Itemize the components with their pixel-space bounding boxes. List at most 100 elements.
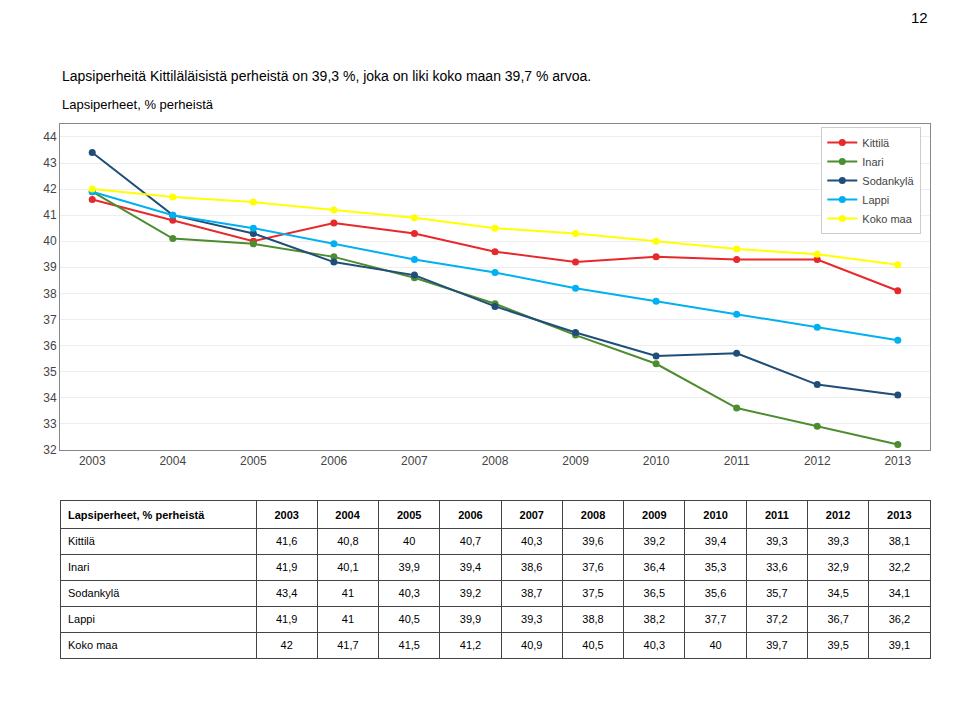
svg-text:Koko maa: Koko maa	[68, 639, 118, 651]
svg-text:38,2: 38,2	[644, 613, 665, 625]
svg-text:Inari: Inari	[862, 156, 883, 168]
svg-text:Inari: Inari	[68, 561, 89, 573]
svg-text:43: 43	[43, 156, 57, 170]
svg-text:Sodankylä: Sodankylä	[68, 587, 120, 599]
svg-text:2003: 2003	[79, 454, 106, 468]
svg-text:40,5: 40,5	[582, 639, 603, 651]
svg-text:38: 38	[43, 287, 57, 301]
svg-text:41,6: 41,6	[276, 535, 297, 547]
svg-text:37: 37	[43, 313, 57, 327]
svg-text:39,3: 39,3	[766, 535, 787, 547]
svg-text:35,7: 35,7	[766, 587, 787, 599]
svg-text:39: 39	[43, 260, 57, 274]
svg-text:2007: 2007	[520, 509, 544, 521]
svg-text:39,4: 39,4	[705, 535, 726, 547]
svg-text:40,8: 40,8	[337, 535, 358, 547]
svg-text:38,6: 38,6	[521, 561, 542, 573]
svg-text:2010: 2010	[703, 509, 727, 521]
svg-text:40,5: 40,5	[399, 613, 420, 625]
svg-text:2012: 2012	[826, 509, 850, 521]
svg-text:36,5: 36,5	[644, 587, 665, 599]
svg-text:32: 32	[43, 443, 57, 457]
svg-text:42: 42	[43, 182, 57, 196]
svg-text:34: 34	[43, 391, 57, 405]
svg-text:41: 41	[43, 208, 57, 222]
svg-text:2011: 2011	[724, 454, 750, 468]
svg-text:32,9: 32,9	[827, 561, 848, 573]
svg-text:37,2: 37,2	[766, 613, 787, 625]
svg-text:2011: 2011	[765, 509, 789, 521]
svg-text:40,3: 40,3	[521, 535, 542, 547]
svg-text:36,2: 36,2	[889, 613, 910, 625]
svg-text:2013: 2013	[887, 509, 911, 521]
svg-text:35,6: 35,6	[705, 587, 726, 599]
svg-text:37,6: 37,6	[582, 561, 603, 573]
svg-text:2009: 2009	[642, 509, 666, 521]
svg-text:39,4: 39,4	[460, 561, 481, 573]
svg-text:39,9: 39,9	[399, 561, 420, 573]
svg-text:Lappi: Lappi	[862, 194, 889, 206]
svg-text:2006: 2006	[458, 509, 482, 521]
svg-text:2012: 2012	[804, 454, 831, 468]
svg-text:39,7: 39,7	[766, 639, 787, 651]
svg-text:2006: 2006	[321, 454, 348, 468]
svg-text:39,3: 39,3	[521, 613, 542, 625]
svg-text:44: 44	[43, 130, 57, 144]
svg-text:38,7: 38,7	[521, 587, 542, 599]
svg-text:2003: 2003	[274, 509, 298, 521]
svg-text:12: 12	[911, 9, 928, 26]
svg-text:37,5: 37,5	[582, 587, 603, 599]
svg-text:39,3: 39,3	[827, 535, 848, 547]
svg-text:41: 41	[342, 613, 354, 625]
svg-text:34,5: 34,5	[827, 587, 848, 599]
svg-text:40: 40	[43, 234, 57, 248]
svg-text:40: 40	[709, 639, 721, 651]
svg-text:33: 33	[43, 417, 57, 431]
svg-text:34,1: 34,1	[889, 587, 910, 599]
svg-text:40,3: 40,3	[399, 587, 420, 599]
svg-text:40,1: 40,1	[337, 561, 358, 573]
svg-text:Lapsiperheet, % perheistä: Lapsiperheet, % perheistä	[68, 509, 205, 521]
svg-text:41,9: 41,9	[276, 561, 297, 573]
svg-text:39,5: 39,5	[827, 639, 848, 651]
svg-text:41,2: 41,2	[460, 639, 481, 651]
svg-text:Lapsiperheitä Kittiläläisistä: Lapsiperheitä Kittiläläisistä perheistä …	[62, 68, 591, 84]
svg-text:Kittilä: Kittilä	[68, 535, 96, 547]
svg-text:40,3: 40,3	[644, 639, 665, 651]
svg-text:41,7: 41,7	[337, 639, 358, 651]
svg-text:39,2: 39,2	[644, 535, 665, 547]
svg-text:40,7: 40,7	[460, 535, 481, 547]
svg-text:Kittilä: Kittilä	[862, 137, 890, 149]
svg-text:40,9: 40,9	[521, 639, 542, 651]
svg-text:2005: 2005	[240, 454, 267, 468]
svg-text:41,9: 41,9	[276, 613, 297, 625]
svg-text:Lapsiperheet, % perheistä: Lapsiperheet, % perheistä	[62, 97, 214, 112]
svg-text:39,1: 39,1	[889, 639, 910, 651]
svg-text:33,6: 33,6	[766, 561, 787, 573]
svg-text:41,5: 41,5	[399, 639, 420, 651]
svg-text:39,6: 39,6	[582, 535, 603, 547]
svg-text:40: 40	[403, 535, 415, 547]
svg-text:Koko maa: Koko maa	[862, 213, 912, 225]
svg-text:36: 36	[43, 339, 57, 353]
svg-text:41: 41	[342, 587, 354, 599]
svg-text:39,9: 39,9	[460, 613, 481, 625]
svg-text:2004: 2004	[159, 454, 186, 468]
svg-text:43,4: 43,4	[276, 587, 297, 599]
svg-text:37,7: 37,7	[705, 613, 726, 625]
svg-text:39,2: 39,2	[460, 587, 481, 599]
svg-text:Sodankylä: Sodankylä	[862, 175, 914, 187]
svg-text:35: 35	[43, 365, 57, 379]
svg-text:2005: 2005	[397, 509, 421, 521]
svg-text:36,4: 36,4	[644, 561, 665, 573]
svg-text:2007: 2007	[401, 454, 428, 468]
svg-text:Lappi: Lappi	[68, 613, 95, 625]
svg-text:38,1: 38,1	[889, 535, 910, 547]
svg-text:38,8: 38,8	[582, 613, 603, 625]
svg-text:35,3: 35,3	[705, 561, 726, 573]
svg-text:2013: 2013	[884, 454, 911, 468]
svg-text:42: 42	[281, 639, 293, 651]
svg-text:2008: 2008	[581, 509, 605, 521]
svg-text:2010: 2010	[643, 454, 670, 468]
svg-text:32,2: 32,2	[889, 561, 910, 573]
